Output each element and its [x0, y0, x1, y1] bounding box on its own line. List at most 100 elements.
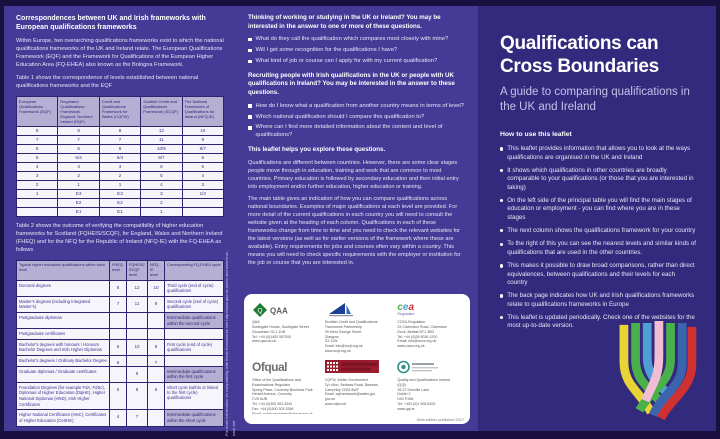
- framework-table: European Qualifications Framework (EQF) R…: [16, 95, 224, 218]
- table2-nfq-cell: [148, 366, 164, 382]
- list-item: Which national qualification should I co…: [248, 114, 466, 122]
- table1-cell: E3: [58, 190, 99, 199]
- list-item-text: What kind of job or course can I apply f…: [255, 57, 438, 64]
- bullet-icon: [500, 199, 504, 203]
- table2-fheq-cell: 6: [110, 339, 126, 355]
- table2-scqf-cell: [127, 328, 147, 339]
- table1-cell: 1/2: [182, 190, 223, 199]
- panel-questions: Thinking of working or studying in the U…: [238, 6, 478, 431]
- explore-heading: This leaflet helps you explore these que…: [248, 146, 386, 154]
- table1-cell: 6: [182, 154, 223, 163]
- logo-text-line: Examinations Regulator: [252, 382, 291, 387]
- logo-text-line: Quality and Qualifications Ireland: [397, 377, 451, 382]
- table2-header-cell: FHEQ level: [110, 261, 126, 280]
- panel-cover: Qualifications can Cross Boundaries A gu…: [478, 6, 716, 431]
- table1-header-cell: The National Framework of Qualifications…: [182, 96, 223, 127]
- logo-text-line: gov.uk: [324, 397, 335, 402]
- list-item: What do they call the qualification whic…: [248, 36, 466, 44]
- logo-text-line: Southgate House, Southgate Street: [252, 324, 309, 329]
- table1-cell: 11: [141, 136, 182, 145]
- bullet-icon: [248, 48, 252, 53]
- logo-text-line: Tel: +353 (0)1 905 8100: [397, 402, 436, 407]
- table2-header-cell: Corresponding FQ-EHEA cycle: [165, 261, 223, 280]
- logo-text-line: www.cqfw.net: [324, 402, 347, 407]
- panel-correspondences: Correspondences between UK and Irish fra…: [4, 6, 238, 436]
- correspondences-heading: Correspondences between UK and Irish fra…: [16, 15, 206, 32]
- page-title: Qualifications can Cross Boundaries: [500, 32, 700, 78]
- table1-cell: E2: [58, 199, 99, 208]
- table1-cell: 5/4: [58, 154, 99, 163]
- logo-text-line: D02 P266: [397, 397, 414, 402]
- table2-qualification-cell: Postgraduate diplomas: [17, 313, 109, 328]
- list-item-text: To the right of this you can see the nea…: [507, 240, 697, 256]
- table2-scqf-cell: 11: [127, 296, 147, 313]
- table2-nfq-cell: 7: [148, 355, 164, 366]
- list-item-text: What do they call the qualification whic…: [255, 36, 449, 43]
- logo-text-line: CV5 6UB: [252, 397, 267, 402]
- table2-cycle-cell: [165, 355, 223, 366]
- bullet-icon: [248, 115, 252, 119]
- table1-cell: 7: [58, 136, 99, 145]
- table1-header-cell: Credit and Qualifications Framework for …: [99, 96, 141, 127]
- list-item: On the left side of the principal table …: [500, 197, 696, 222]
- list-item-text: Where can I find more detailed informati…: [255, 124, 443, 139]
- table1-cell: E2: [99, 199, 141, 208]
- logo-text-line: www.qqi.ie: [397, 406, 415, 411]
- table2-caption: Table 2 shows the outcome of verifying t…: [16, 223, 223, 254]
- recruiting-heading: Recruiting people with Irish qualificati…: [248, 71, 455, 97]
- list-item-text: The back page indicates how UK and Irish…: [507, 292, 695, 308]
- table2-scqf-cell: [127, 355, 147, 366]
- crossing-ribbons-graphic: [619, 321, 697, 421]
- bullet-icon: [500, 264, 504, 268]
- table2-nfq-cell: 10: [148, 280, 164, 296]
- list-item: This leaflet is updated periodically. Ch…: [500, 314, 696, 331]
- ehea-table: Typical higher education qualifications …: [16, 260, 224, 427]
- table2-header-cell: FQHEIS/ SCQF level: [127, 261, 147, 280]
- welsh-government-logo: [324, 359, 390, 376]
- table2-cycle-cell: Intermediate qualifications within the s…: [165, 410, 223, 426]
- logo-text-line: Framework Partnership: [324, 324, 363, 329]
- scqf-logo: [325, 301, 390, 318]
- leaflet-panels: Correspondences between UK and Irish fra…: [4, 6, 716, 436]
- edition-note: Sixth edition published 2017: [416, 418, 465, 422]
- table1-cell: 8/7: [141, 154, 182, 163]
- table2-scqf-cell: 9: [127, 366, 147, 382]
- table2-fheq-cell: 5: [110, 382, 126, 410]
- list-item: Where can I find more detailed informati…: [248, 124, 466, 140]
- logo-block: Quality and Qualifications Ireland (QQI) 2…: [397, 359, 462, 414]
- table2-qualification-cell: Higher National Certificates (HNC), Cert…: [17, 410, 109, 426]
- table1-cell: 1: [141, 208, 182, 217]
- logo-grid: Q QAA QAA Southgate House, Southgate Street…: [244, 294, 470, 424]
- table1-cell: 3: [99, 163, 141, 172]
- table2-scqf-cell: 8: [127, 382, 147, 410]
- logo-block: CQFW, Welsh Government Ty'r Afon, Bedwas …: [324, 359, 390, 414]
- logo-text-line: Gloucester GL1 1UB: [252, 329, 286, 334]
- logo-text-line: QAA: [252, 320, 260, 324]
- table1-cell: [17, 208, 58, 217]
- table1-cell: 4: [17, 163, 58, 172]
- table1-cell: 2: [58, 172, 99, 181]
- list-item: The next column shows the qualifications…: [500, 227, 696, 235]
- logo-text-line: G2 1LW: [324, 339, 338, 344]
- list-item: This leaflet provides information that a…: [500, 145, 696, 162]
- logo-text-line: Herald Avenue, Coventry: [252, 392, 292, 397]
- table1-cell: 3: [141, 190, 182, 199]
- table2-fheq-cell: 6: [110, 355, 126, 366]
- table1-cell: [17, 199, 58, 208]
- table2-fheq-cell: 4: [110, 410, 126, 426]
- table2-scqf-cell: 12: [127, 280, 147, 296]
- list-item-text: The next column shows the qualifications…: [507, 227, 696, 235]
- table1-cell: 8: [17, 127, 58, 136]
- table2-nfq-cell: 6: [148, 382, 164, 410]
- table1-header-cell: Regulated Qualifications Framework Engla…: [58, 96, 99, 127]
- how-to-use-list: This leaflet provides information that a…: [500, 145, 696, 330]
- list-item: The back page indicates how UK and Irish…: [500, 292, 696, 309]
- explore-paragraph-2: The main table gives an indication of ho…: [248, 196, 461, 266]
- table2-cycle-cell: Third cycle (end of cycle) qualification…: [165, 280, 223, 296]
- table1-cell: 5: [182, 163, 223, 172]
- logo-block: Scottish Credit and Qualifications Framew…: [325, 301, 390, 354]
- logo-text-line: Tel: +44 (0)300 303 3344: [252, 402, 293, 407]
- table2-nfq-cell: 9: [148, 296, 164, 313]
- logo-text-line: www.scqf.org.uk: [324, 349, 351, 354]
